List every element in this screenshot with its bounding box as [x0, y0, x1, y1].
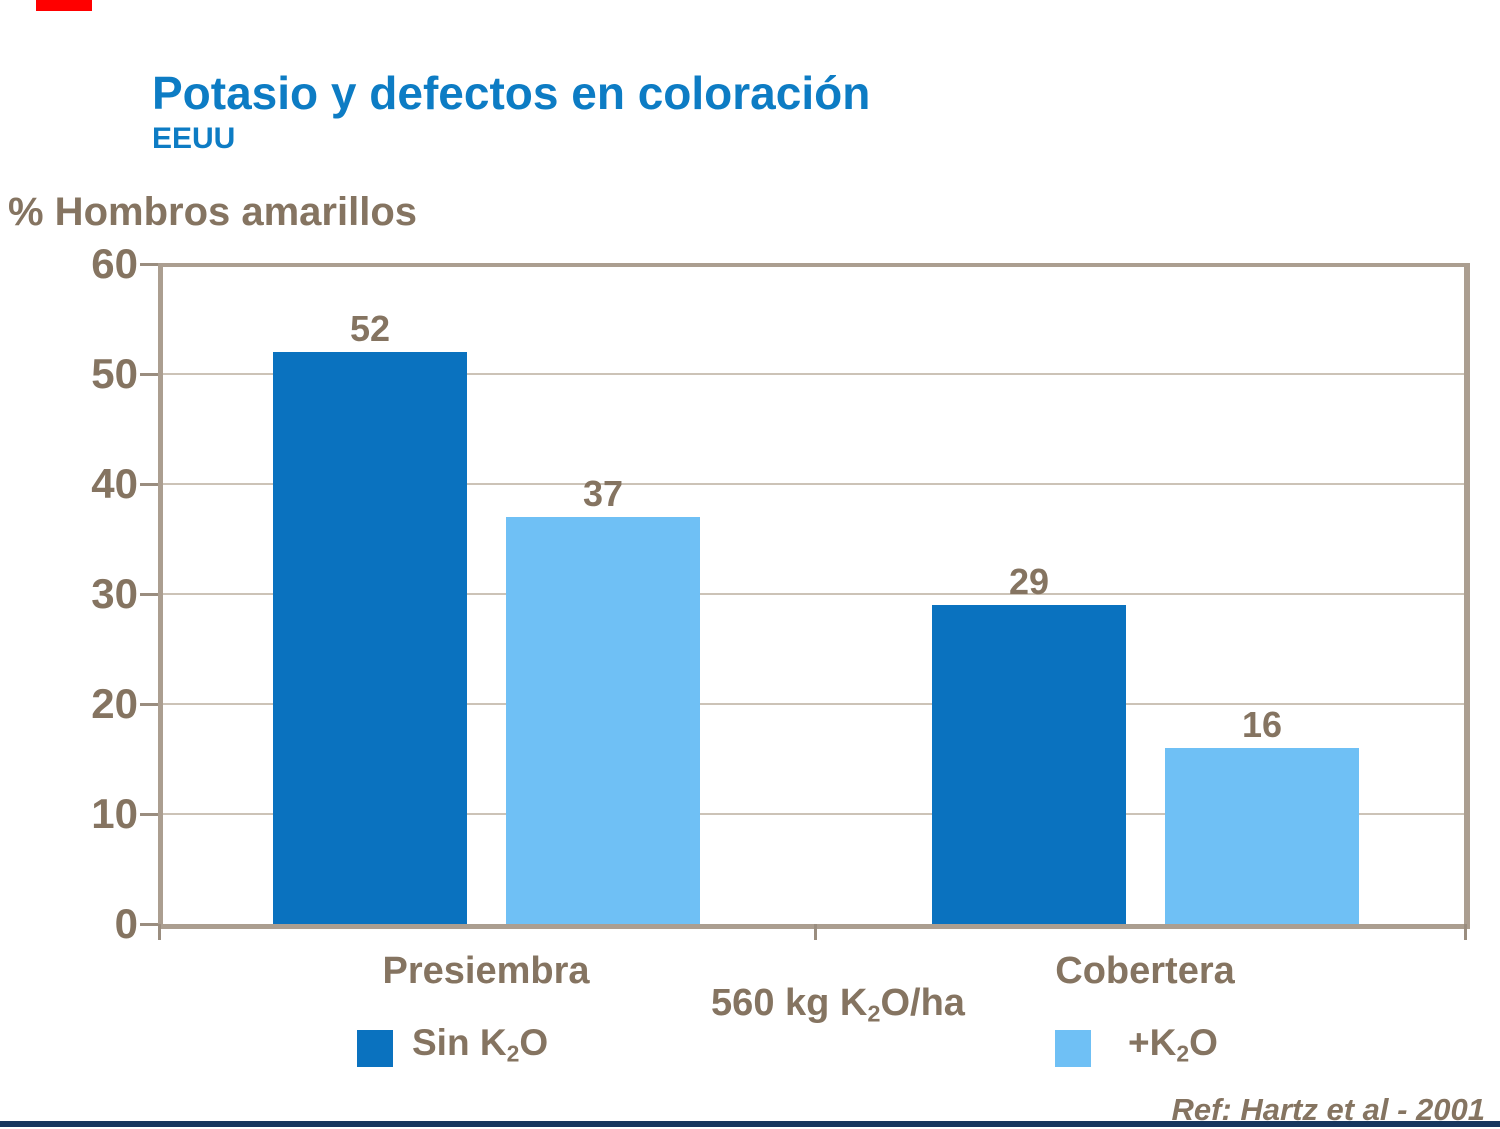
plot-area: 52 29 37 16 — [140, 263, 1470, 940]
x-tick-2 — [1464, 924, 1467, 940]
bar-value-label: 37 — [582, 473, 624, 514]
y-tick-label-0: 0 — [114, 900, 138, 947]
bar-k2o-presiembra — [506, 517, 700, 924]
footer-bar — [0, 1121, 1500, 1127]
gridline-10 — [163, 813, 1464, 815]
gridline-50 — [163, 373, 1464, 375]
gridline-40 — [163, 483, 1464, 485]
y-tick-label-10: 10 — [91, 790, 138, 837]
annotation-prefix: 560 kg K — [711, 982, 868, 1024]
y-tick-50 — [140, 373, 158, 376]
plot-frame-top — [158, 263, 1470, 267]
page-subtitle: EEUU — [152, 122, 236, 155]
y-tick-40 — [140, 483, 158, 486]
y-tick-label-20: 20 — [91, 680, 138, 727]
bar-sink2o-cobertera — [932, 605, 1126, 924]
y-tick-label-60: 60 — [91, 240, 138, 287]
legend-swatch-sin-k2o — [357, 1030, 393, 1067]
gridline-20 — [163, 703, 1464, 705]
y-tick-0 — [140, 923, 158, 926]
legend-1-subscript: 2 — [506, 1040, 520, 1067]
legend-1-suffix: O — [519, 1022, 549, 1063]
gridline-30 — [163, 593, 1464, 595]
bar-value-label: 16 — [1241, 704, 1283, 745]
annotation-suffix: O/ha — [880, 982, 965, 1024]
y-tick-20 — [140, 703, 158, 706]
annotation-subscript: 2 — [867, 1000, 881, 1027]
y-tick-label-40: 40 — [91, 460, 138, 507]
x-tick-0 — [158, 924, 161, 940]
y-tick-10 — [140, 813, 158, 816]
y-axis-line — [158, 263, 163, 929]
plot-frame-right — [1464, 263, 1470, 929]
legend-2-subscript: 2 — [1176, 1040, 1190, 1067]
bar-value-label: 52 — [349, 308, 391, 349]
legend-swatch-plus-k2o — [1055, 1030, 1091, 1067]
y-tick-60 — [140, 263, 158, 266]
y-tick-label-30: 30 — [91, 570, 138, 617]
legend-2-prefix: +K — [1128, 1022, 1177, 1063]
legend-2-suffix: O — [1189, 1022, 1218, 1063]
y-axis-title: % Hombros amarillos — [8, 190, 418, 234]
legend-label-plus-k2o: +K2O — [1128, 1022, 1218, 1067]
y-tick-label-50: 50 — [91, 350, 138, 397]
bar-sink2o-presiembra — [273, 352, 467, 924]
axis-annotation: 560 kg K2O/ha — [658, 982, 1018, 1028]
category-label-cobertera: Cobertera — [1055, 950, 1235, 992]
bar-k2o-cobertera — [1165, 748, 1359, 924]
legend-label-sin-k2o: Sin K2O — [412, 1022, 548, 1067]
y-tick-30 — [140, 593, 158, 596]
category-label-presiembra: Presiembra — [382, 950, 590, 992]
legend-1-prefix: Sin K — [412, 1022, 507, 1063]
bar-value-label: 29 — [1008, 561, 1050, 602]
red-accent-bar — [36, 0, 92, 11]
page-title: Potasio y defectos en coloración — [152, 67, 871, 119]
x-tick-1 — [814, 924, 817, 940]
